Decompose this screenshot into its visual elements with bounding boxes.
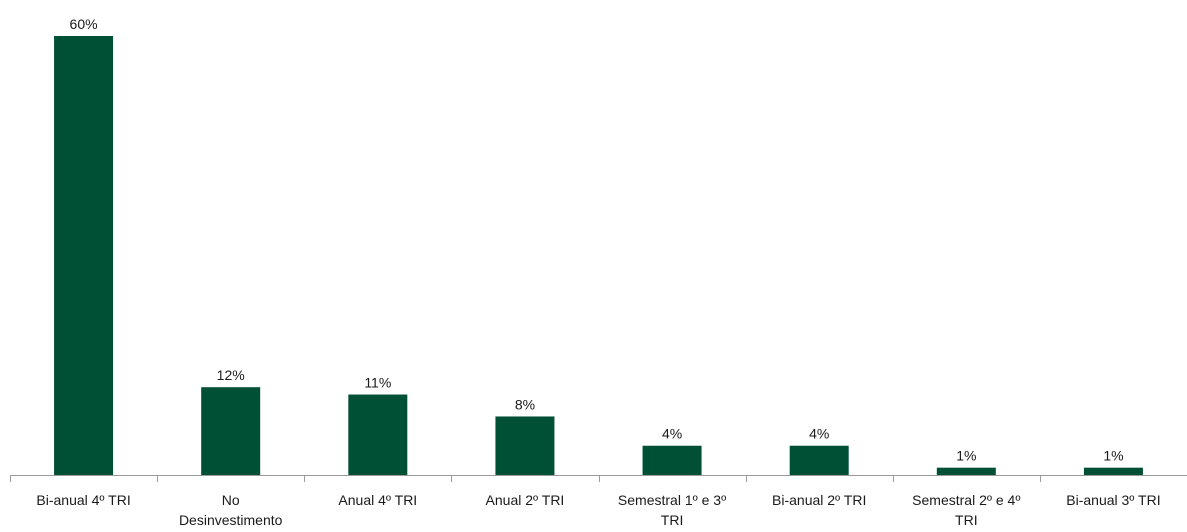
bar	[495, 416, 555, 475]
x-tick-label-line: Anual 2º TRI	[486, 492, 565, 508]
bar	[201, 387, 261, 475]
x-tick-label-line: TRI	[955, 512, 978, 528]
x-tick-label-line: Semestral 2º e 4º	[912, 492, 1020, 508]
data-label: 8%	[515, 396, 535, 412]
x-tick-label: Anual 2º TRI	[486, 492, 565, 508]
x-tick-labels: Bi-anual 4º TRI No Desinvestimento Anual 4º…	[36, 492, 1160, 528]
data-label: 4%	[662, 426, 682, 442]
data-label: 1%	[956, 448, 976, 464]
bar	[54, 36, 114, 475]
x-tick-label-line: Bi-anual 4º TRI	[36, 492, 130, 508]
x-tick-label: Bi-anual 2º TRI	[772, 492, 866, 508]
x-axis	[10, 475, 1187, 482]
x-tick-label: Semestral 2º e 4º TRI	[912, 492, 1020, 528]
bar	[789, 445, 849, 475]
data-label: 60%	[70, 16, 98, 32]
x-tick-label-line: Bi-anual 3º TRI	[1066, 492, 1160, 508]
bars-group	[54, 36, 1143, 475]
x-tick-label-line: TRI	[661, 512, 684, 528]
x-tick-label-line: Anual 4º TRI	[338, 492, 417, 508]
bar	[1083, 467, 1143, 475]
x-tick-label-line: No	[222, 492, 240, 508]
data-labels-group: 60% 12% 11% 8% 4% 4% 1% 1%	[70, 16, 1124, 464]
data-label: 4%	[809, 426, 829, 442]
bar	[936, 467, 996, 475]
x-tick-label: Bi-anual 3º TRI	[1066, 492, 1160, 508]
bar	[348, 394, 408, 475]
x-tick-label: Bi-anual 4º TRI	[36, 492, 130, 508]
bar	[642, 445, 702, 475]
x-tick-label: Semestral 1º e 3º TRI	[618, 492, 726, 528]
x-tick-label: Anual 4º TRI	[338, 492, 417, 508]
data-label: 11%	[364, 375, 391, 391]
data-label: 12%	[217, 367, 245, 383]
x-tick-label: No Desinvestimento	[179, 492, 283, 528]
data-label: 1%	[1103, 448, 1123, 464]
x-tick-label-line: Bi-anual 2º TRI	[772, 492, 866, 508]
x-tick-label-line: Desinvestimento	[179, 512, 283, 528]
x-tick-label-line: Semestral 1º e 3º	[618, 492, 726, 508]
